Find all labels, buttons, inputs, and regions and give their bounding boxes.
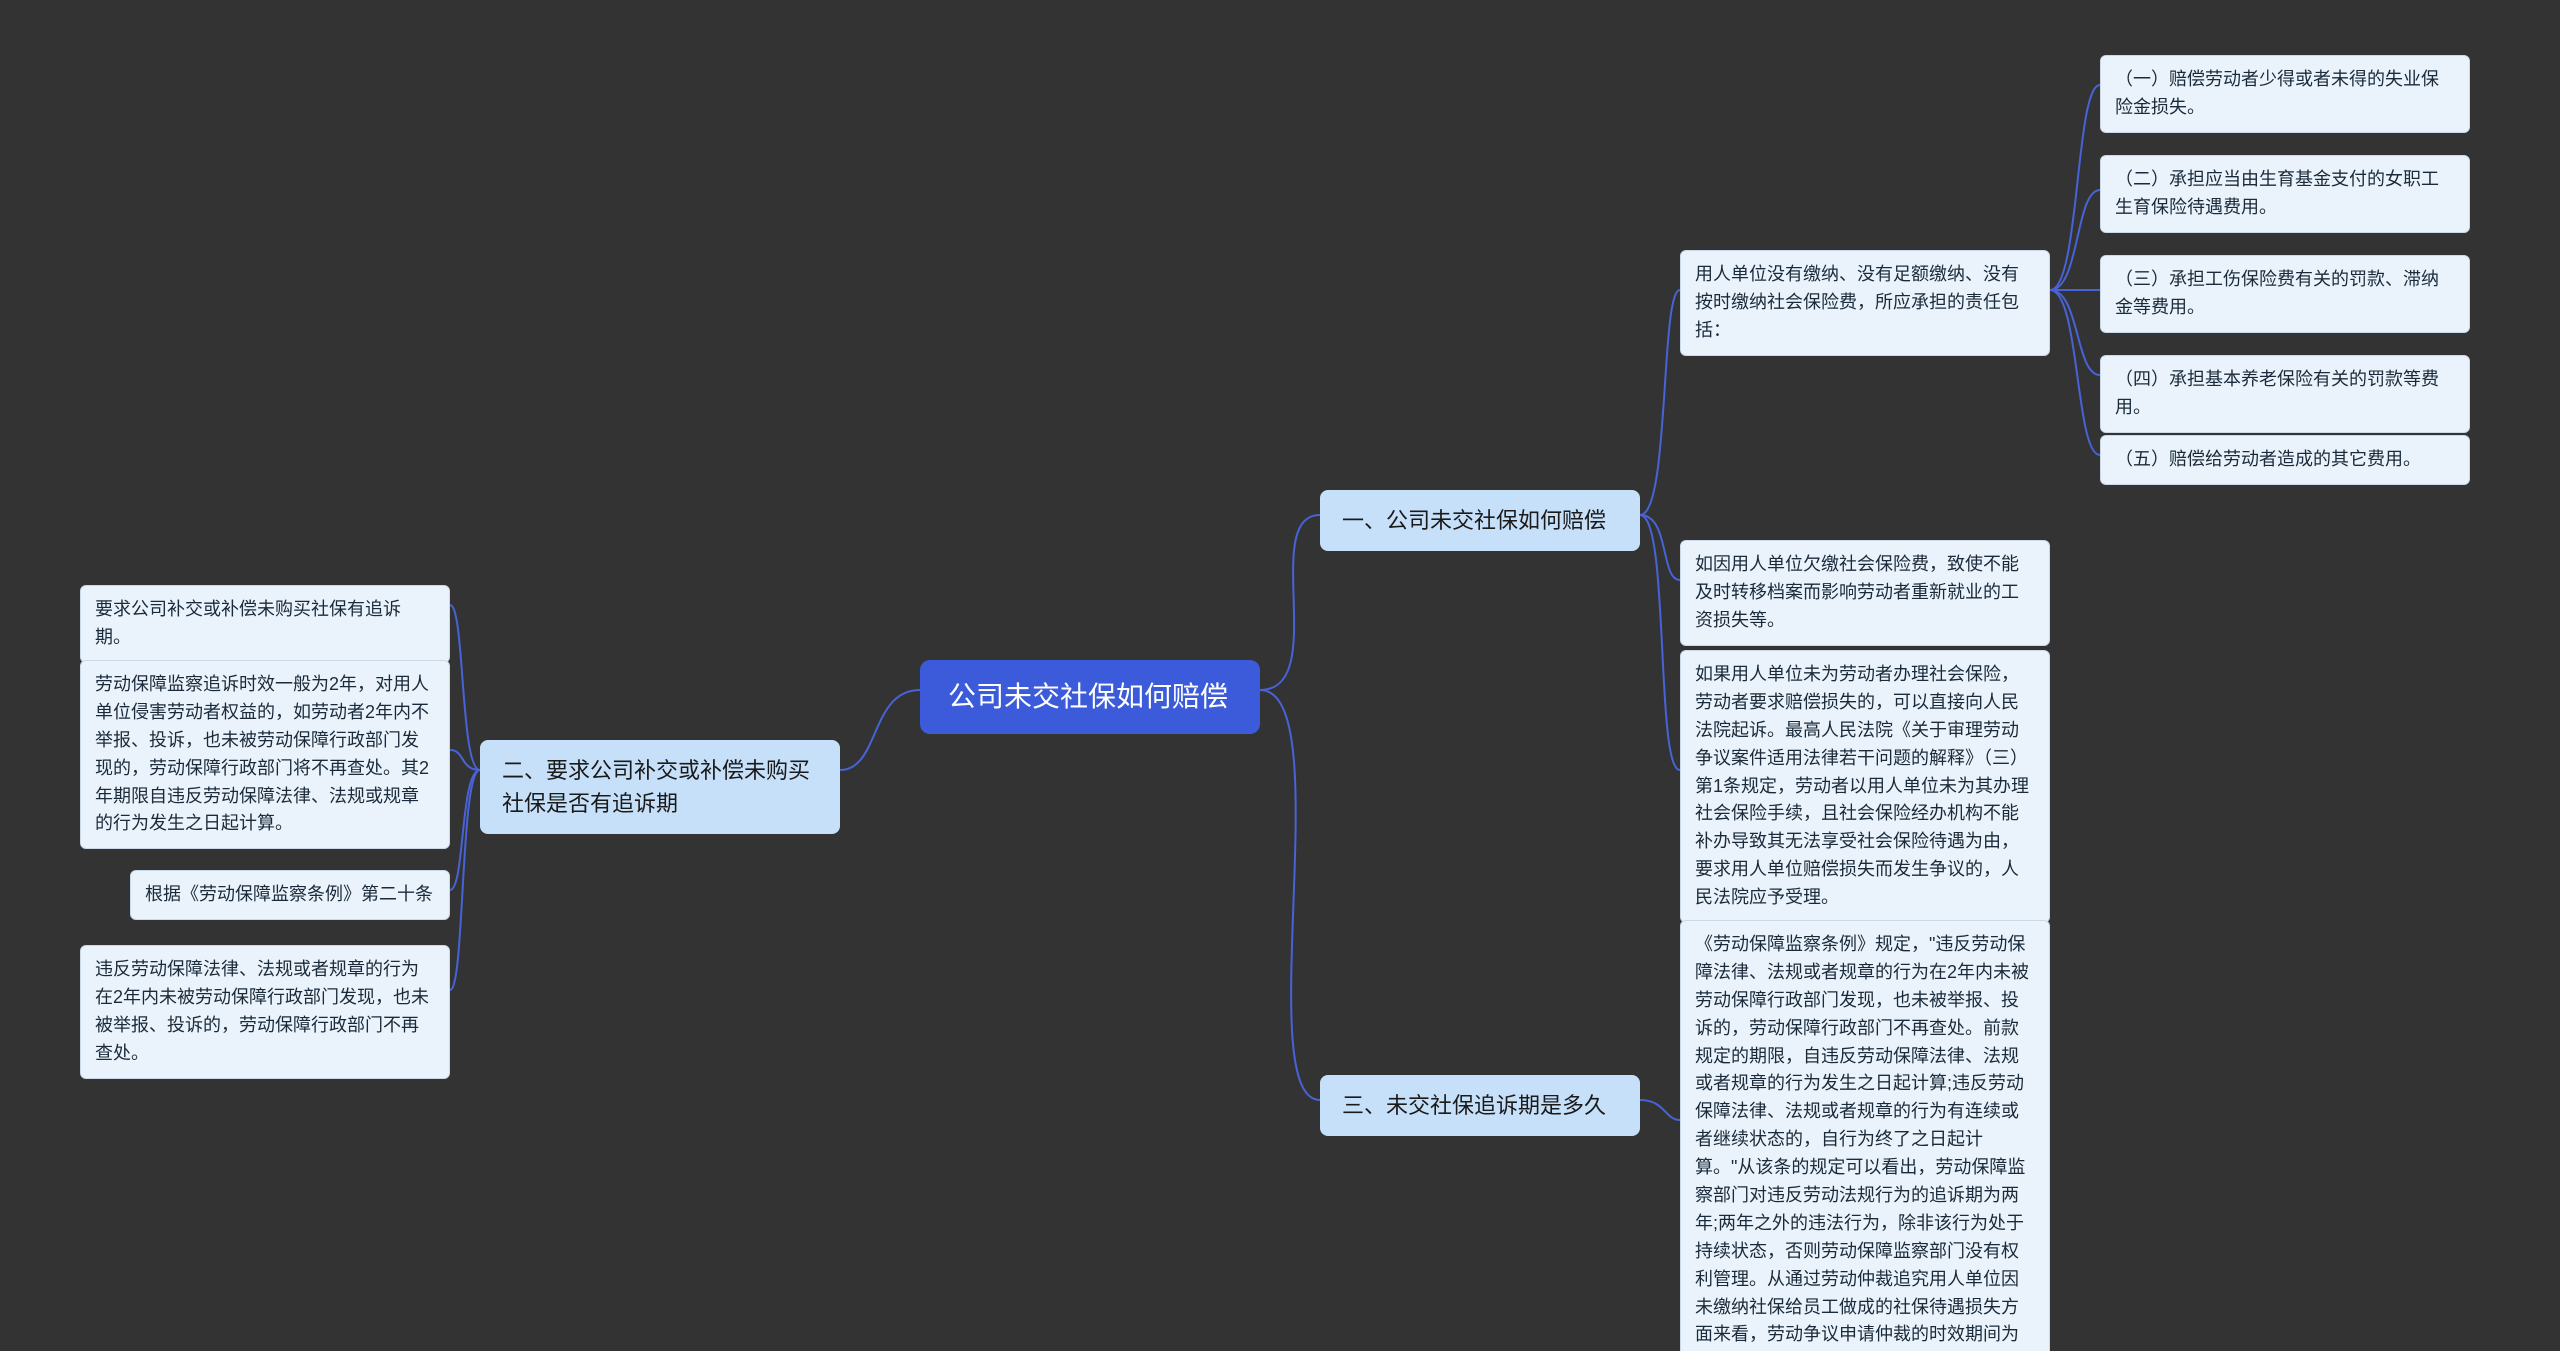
leaf-b1n1c[interactable]: （三）承担工伤保险费有关的罚款、滞纳金等费用。 (2100, 255, 2470, 333)
leaf-b1n2[interactable]: 如因用人单位欠缴社会保险费，致使不能及时转移档案而影响劳动者重新就业的工资损失等… (1680, 540, 2050, 646)
leaf-b1n1b[interactable]: （二）承担应当由生育基金支付的女职工生育保险待遇费用。 (2100, 155, 2470, 233)
leaf-b2n1[interactable]: 要求公司补交或补偿未购买社保有追诉期。 (80, 585, 450, 663)
leaf-b1n1[interactable]: 用人单位没有缴纳、没有足额缴纳、没有按时缴纳社会保险费，所应承担的责任包括： (1680, 250, 2050, 356)
root-node[interactable]: 公司未交社保如何赔偿 (920, 660, 1260, 734)
leaf-b3n1[interactable]: 《劳动保障监察条例》规定，"违反劳动保障法律、法规或者规章的行为在2年内未被劳动… (1680, 920, 2050, 1351)
leaf-b1n3[interactable]: 如果用人单位未为劳动者办理社会保险，劳动者要求赔偿损失的，可以直接向人民法院起诉… (1680, 650, 2050, 923)
branch-1[interactable]: 一、公司未交社保如何赔偿 (1320, 490, 1640, 551)
leaf-b2n4[interactable]: 违反劳动保障法律、法规或者规章的行为在2年内未被劳动保障行政部门发现，也未被举报… (80, 945, 450, 1079)
leaf-b1n1a[interactable]: （一）赔偿劳动者少得或者未得的失业保险金损失。 (2100, 55, 2470, 133)
leaf-b1n1d[interactable]: （四）承担基本养老保险有关的罚款等费用。 (2100, 355, 2470, 433)
leaf-b2n3[interactable]: 根据《劳动保障监察条例》第二十条 (130, 870, 450, 920)
mindmap-canvas: 公司未交社保如何赔偿 一、公司未交社保如何赔偿 二、要求公司补交或补偿未购买社保… (0, 0, 2560, 1351)
leaf-b1n1e[interactable]: （五）赔偿给劳动者造成的其它费用。 (2100, 435, 2470, 485)
leaf-b2n2[interactable]: 劳动保障监察追诉时效一般为2年，对用人单位侵害劳动者权益的，如劳动者2年内不举报… (80, 660, 450, 849)
branch-2[interactable]: 二、要求公司补交或补偿未购买社保是否有追诉期 (480, 740, 840, 834)
branch-3[interactable]: 三、未交社保追诉期是多久 (1320, 1075, 1640, 1136)
